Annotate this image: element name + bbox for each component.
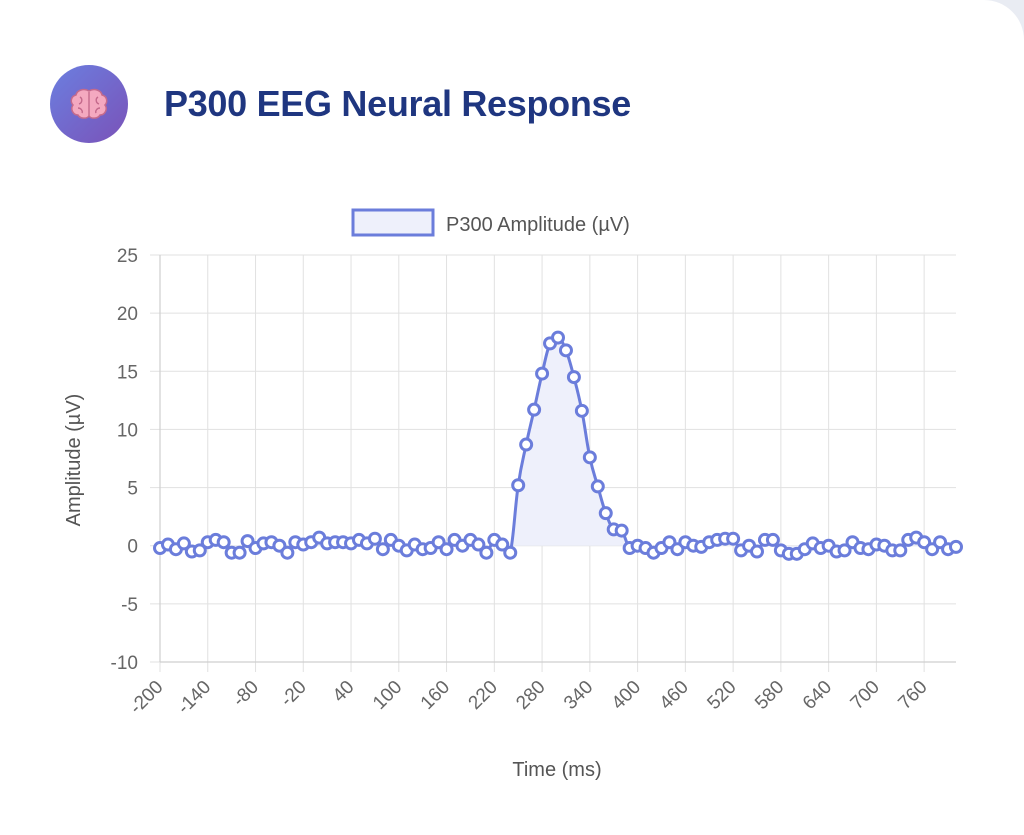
x-tick-label: 520 [703, 677, 740, 714]
y-tick-label: 15 [117, 362, 138, 383]
y-tick-label: 10 [117, 420, 138, 441]
data-point[interactable] [566, 370, 581, 385]
data-point[interactable] [527, 402, 542, 417]
data-point[interactable] [176, 536, 191, 551]
data-point[interactable] [479, 545, 494, 560]
data-point[interactable] [503, 545, 518, 560]
legend[interactable]: P300 Amplitude (µV) [351, 208, 630, 237]
data-point[interactable] [551, 330, 565, 345]
y-axis-title: Amplitude (µV) [63, 394, 85, 527]
data-point[interactable] [192, 543, 207, 558]
x-tick-label: -80 [229, 677, 263, 711]
x-tick-label: -140 [174, 677, 216, 719]
data-point[interactable] [582, 450, 597, 465]
data-point[interactable] [511, 478, 526, 493]
data-point[interactable] [765, 532, 780, 547]
data-point[interactable] [614, 523, 629, 538]
data-point[interactable] [216, 535, 231, 550]
x-tick-label: -20 [277, 677, 311, 711]
data-point[interactable] [439, 542, 454, 557]
x-tick-label: 160 [417, 677, 454, 714]
x-tick-label: 460 [656, 677, 693, 714]
x-tick-label: 280 [512, 677, 549, 714]
x-tick-label: 40 [329, 677, 359, 707]
x-tick-label: 220 [465, 677, 502, 714]
data-point[interactable] [280, 545, 295, 560]
series-area-fill [160, 336, 956, 557]
brain-logo [50, 65, 128, 143]
y-axis: 25 20 15 10 5 0 -5 -10 [111, 246, 138, 674]
series-p300 [159, 335, 957, 559]
x-tick-label: 580 [751, 677, 788, 714]
legend-label: P300 Amplitude (µV) [446, 214, 630, 236]
data-points [153, 330, 963, 561]
x-tick-label: 760 [894, 677, 931, 714]
x-axis-title: Time (ms) [512, 759, 601, 781]
data-point[interactable] [590, 479, 605, 494]
x-tick-label: 340 [560, 677, 597, 714]
data-point[interactable] [837, 543, 852, 558]
y-tick-label: 20 [117, 304, 138, 325]
y-tick-label: 5 [127, 479, 138, 500]
y-tick-label: -5 [121, 595, 138, 616]
data-point[interactable] [232, 545, 247, 560]
data-point[interactable] [949, 539, 963, 554]
data-point[interactable] [471, 537, 486, 552]
brain-icon [70, 88, 108, 119]
x-tick-label: 400 [608, 677, 645, 714]
data-point[interactable] [750, 544, 764, 559]
y-tick-label: 25 [117, 246, 138, 267]
data-point[interactable] [574, 403, 589, 418]
x-tick-label: 100 [369, 677, 406, 714]
data-point[interactable] [495, 537, 510, 552]
data-point[interactable] [598, 506, 613, 521]
x-tick-label: -200 [126, 677, 168, 719]
x-tick-label: 700 [847, 677, 884, 714]
data-point[interactable] [535, 366, 550, 381]
x-tick-label: 640 [799, 677, 836, 714]
legend-swatch [351, 208, 435, 237]
y-tick-label: 0 [127, 537, 138, 558]
data-point[interactable] [519, 437, 534, 452]
data-point[interactable] [375, 542, 390, 557]
data-point[interactable] [558, 343, 573, 358]
data-point[interactable] [726, 531, 741, 546]
data-point[interactable] [893, 543, 908, 558]
chart-header: P300 EEG Neural Response [50, 65, 631, 143]
y-tick-label: -10 [111, 653, 138, 674]
page-title: P300 EEG Neural Response [164, 83, 632, 124]
data-point[interactable] [367, 531, 382, 546]
x-axis: -200 -140 -80 -20 40 100 160 220 280 340 400 460 520… [126, 677, 932, 719]
